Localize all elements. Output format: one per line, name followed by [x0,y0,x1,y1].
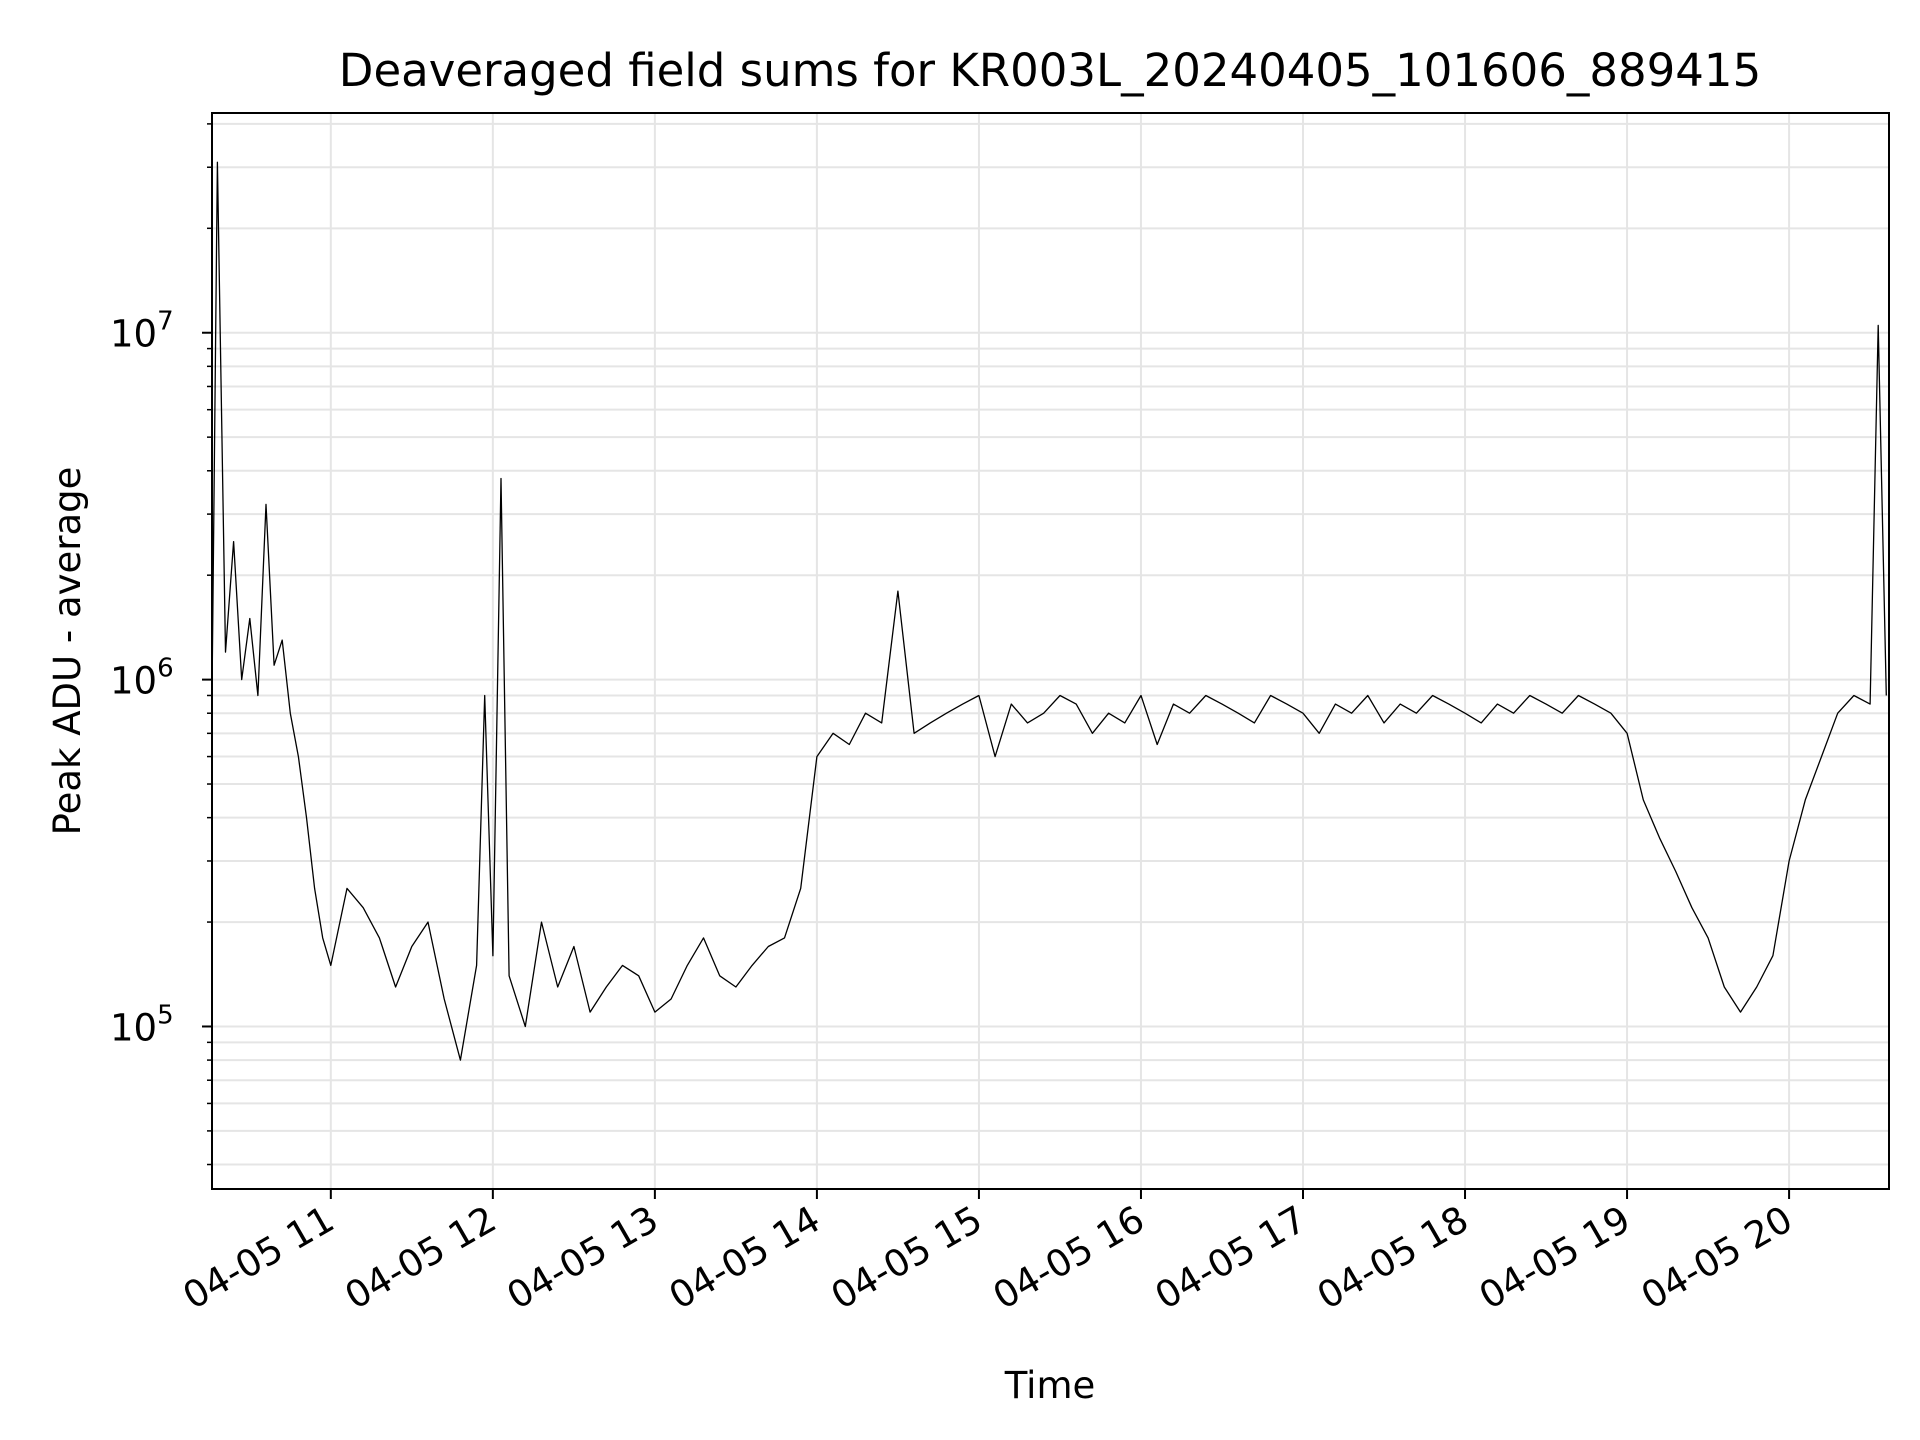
y-tick-base: 10 [110,313,157,356]
y-tick-exponent: 7 [157,307,174,337]
y-axis-label: Peak ADU - average [46,467,89,836]
y-tick-label: 107 [110,307,174,356]
y-tick-base: 10 [110,660,157,703]
y-tick-base: 10 [110,1006,157,1049]
plot-area-frame [211,112,1890,1190]
y-tick-label: 106 [110,654,174,703]
series-line [211,161,1887,1061]
chart-title: Deaveraged field sums for KR003L_2024040… [339,44,1761,97]
series-layer [211,161,1887,1061]
grid [212,113,1889,1189]
y-tick-exponent: 6 [157,654,174,684]
x-axis-label: Time [1004,1364,1096,1407]
y-tick-label: 105 [110,1000,174,1049]
y-tick-exponent: 5 [157,1000,174,1030]
